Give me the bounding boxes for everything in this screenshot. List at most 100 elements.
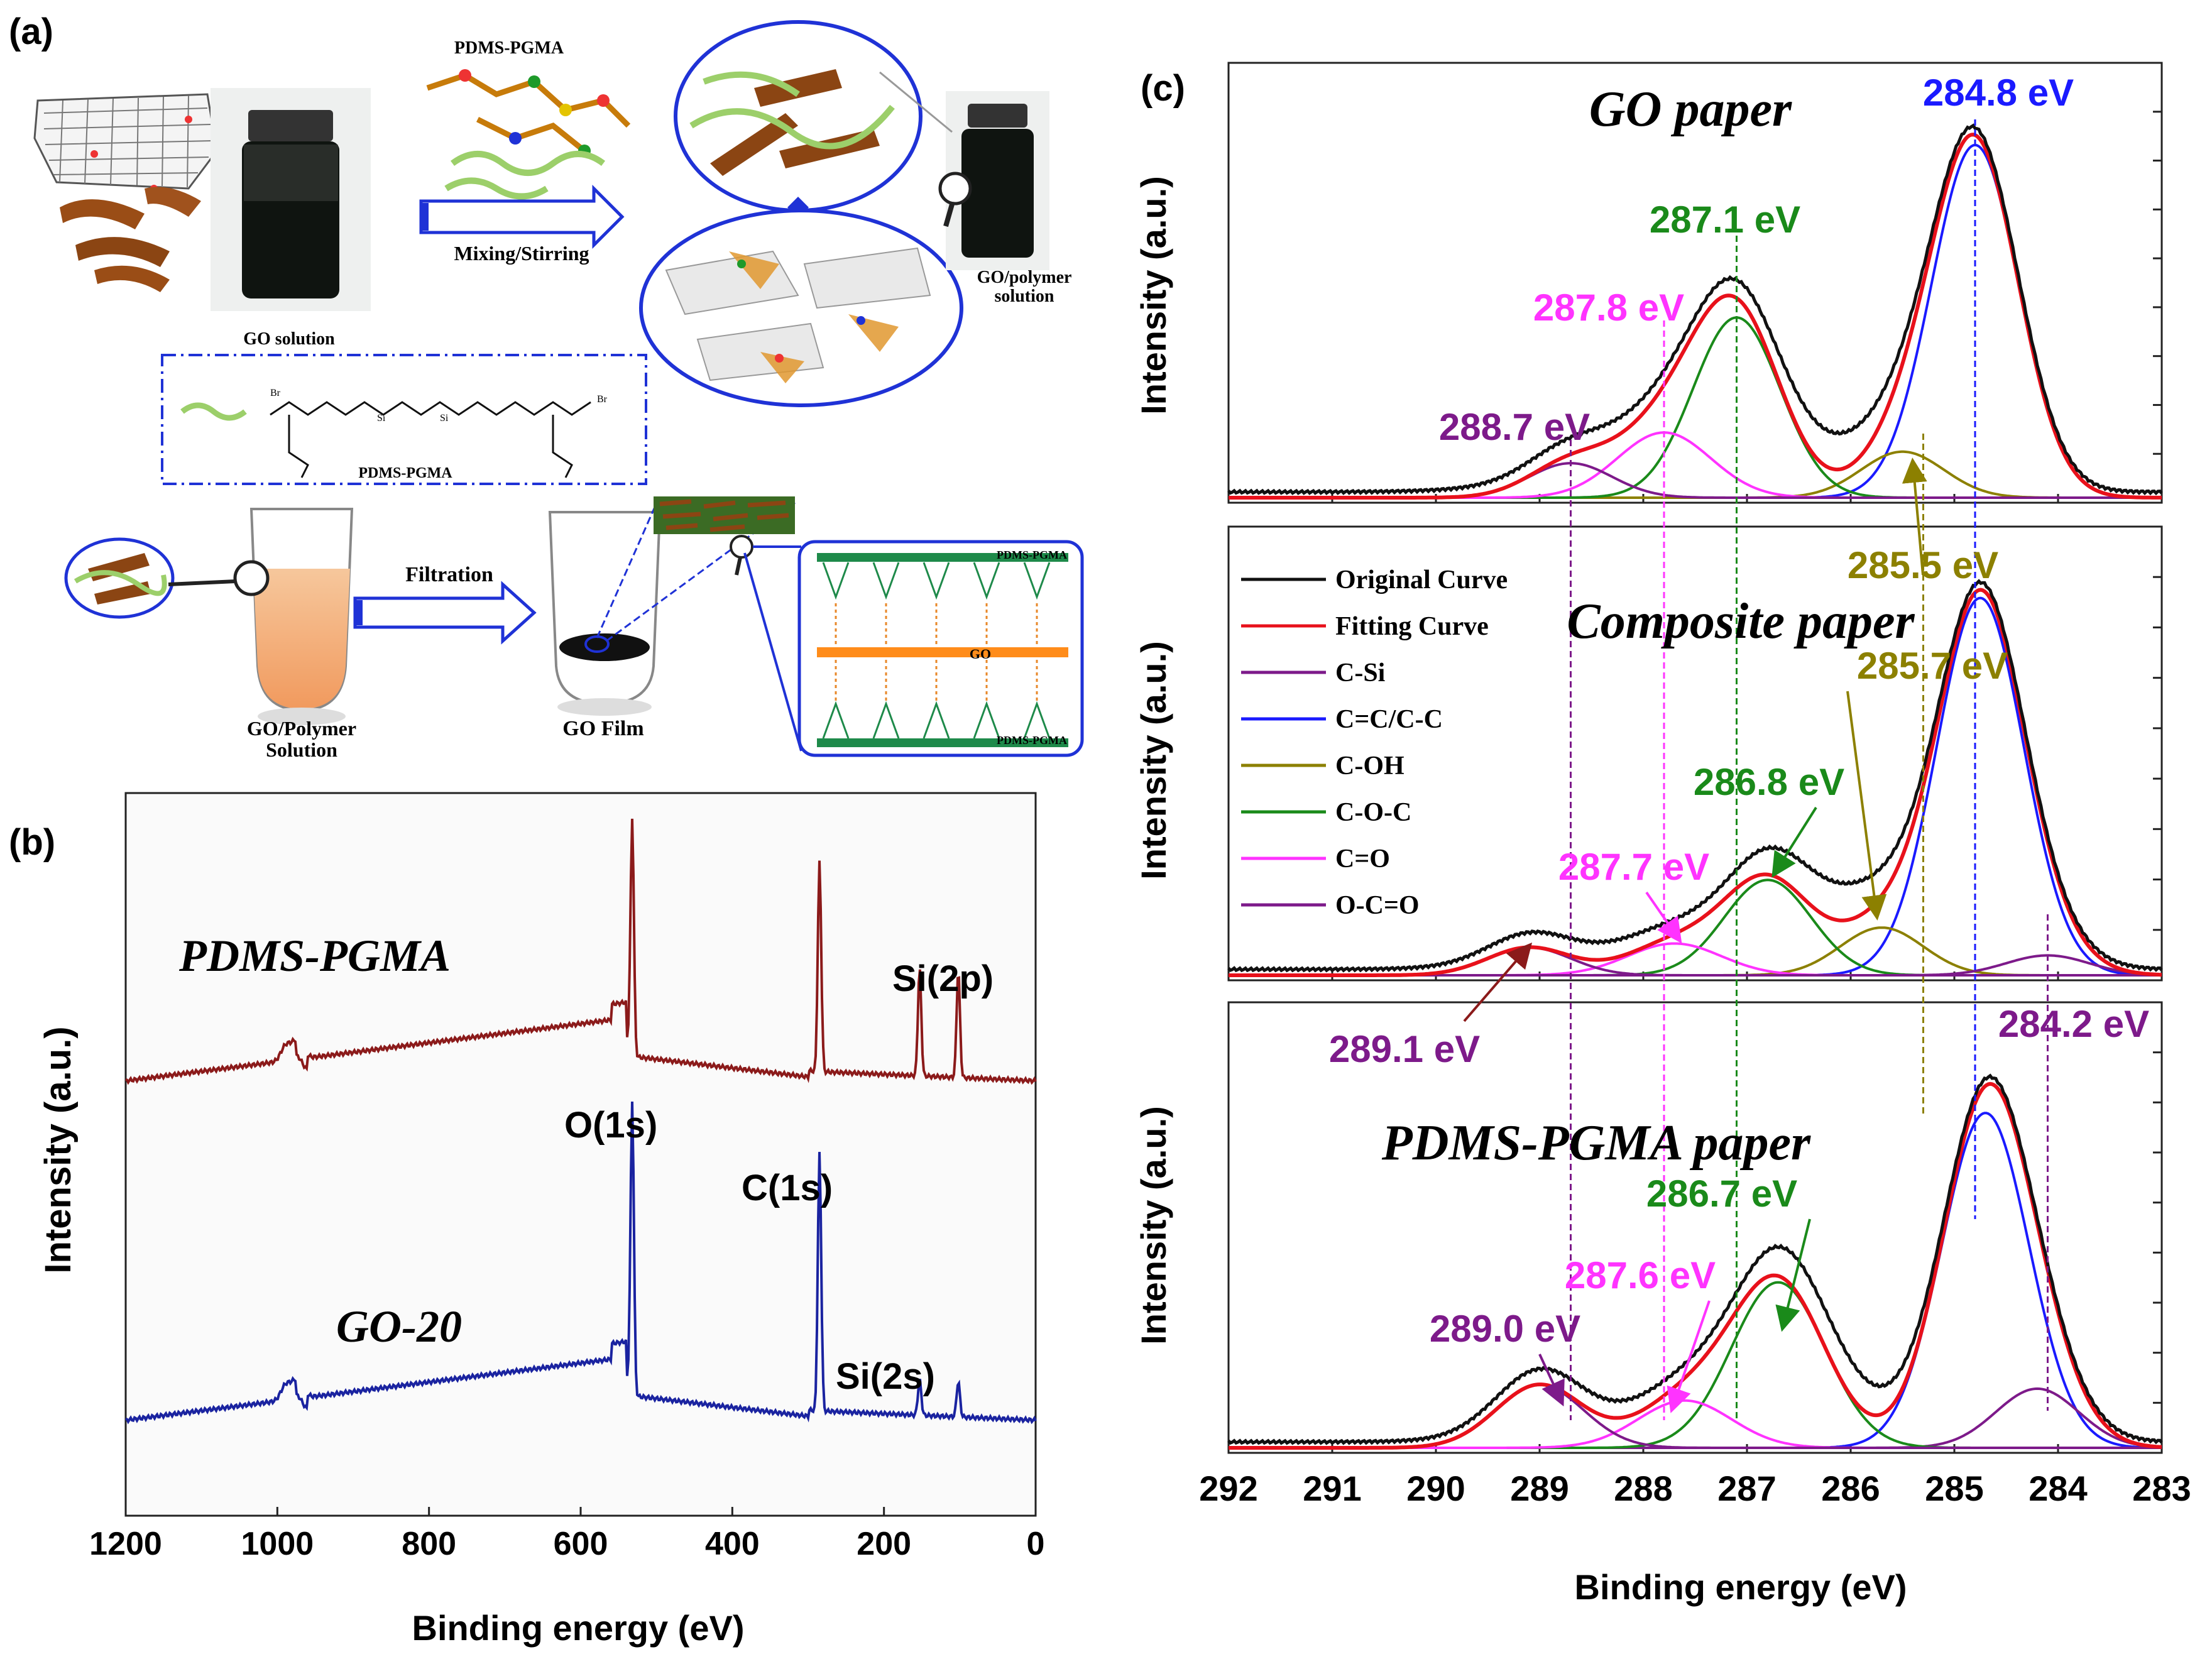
- component-curve-c-si: [1229, 1387, 2162, 1449]
- c1s-spectrum-chart: 292 291 290 289 288 287 286 285 284 283 GO paper …: [1134, 62, 2191, 1607]
- subplot-title-composite-paper: Composite paper: [1567, 594, 1915, 649]
- chart-c-xtick-label: 291: [1303, 1469, 1361, 1508]
- chart-b-xlabel: Binding energy (eV): [412, 1608, 745, 1648]
- svg-text:Si: Si: [440, 413, 449, 424]
- zoom-line: [879, 71, 953, 133]
- schematic-panel: GO solution PDMS-PGMA Mixing/Stirring: [33, 20, 1084, 761]
- component-curve-c-o-c: [1229, 316, 2162, 499]
- fitting-curve: [1229, 588, 2162, 977]
- go-film-label: GO Film: [562, 717, 643, 740]
- fitting-curve: [1229, 1081, 2162, 1450]
- subplot-title-pdms-pgma-paper: PDMS-PGMA paper: [1381, 1115, 1811, 1171]
- chart-c-legend: Original Curve Fitting Curve C-Si C=C/C-C C-…: [1241, 566, 1508, 920]
- arrow-286-7: [1775, 1218, 1811, 1332]
- peak-label-pp-289-1: 289.1 eV: [1329, 1028, 1480, 1070]
- chart-c-xtick-label: 285: [1925, 1469, 1983, 1508]
- peak-label-comp-286-8: 286.8 eV: [1694, 761, 1844, 803]
- arrow-289-1: [1463, 942, 1533, 1022]
- survey-spectrum-chart: 1200 1000 800 600 400 200 0 PDMS-PGMA GO-20 O(…: [38, 792, 1045, 1648]
- series-line-pdms-pgma: [125, 818, 1037, 1085]
- mixture-circle-bottom: [639, 209, 963, 407]
- legend-entry: C=O: [1335, 845, 1390, 873]
- polymer-structure-box: Br Br Si Si: [161, 354, 647, 485]
- chart-c-xtick-label: 287: [1717, 1469, 1776, 1508]
- chart-c-ylabel-top: Intensity (a.u.): [1134, 176, 1173, 415]
- legend-entry: C-OH: [1335, 752, 1404, 780]
- arrow-286-8: [1771, 806, 1817, 878]
- chart-c-subplot-frame: [1227, 1001, 2163, 1454]
- panel-label-a: (a): [9, 11, 53, 52]
- peak-label-comp-287-7: 287.7 eV: [1558, 846, 1709, 888]
- gopolymer-solution-vial: [938, 91, 1049, 270]
- chart-c-xtick-label: 289: [1510, 1469, 1569, 1508]
- peak-label-go-287-8: 287.8 eV: [1533, 287, 1684, 329]
- chart-c-xtick-label: 284: [2029, 1469, 2087, 1508]
- chart-c-xtick-label: 286: [1821, 1469, 1880, 1508]
- panel-label-c: (c): [1141, 68, 1185, 109]
- original-curve: [1227, 579, 2163, 973]
- legend-entry: C=C/C-C: [1335, 705, 1443, 734]
- gopolymer-solution-label-1: GO/polymer: [977, 268, 1072, 287]
- chart-c-subplot-frame: [1227, 62, 2163, 504]
- chart-c-xtick-label: 288: [1614, 1469, 1672, 1508]
- arrow-285-5: [1902, 457, 1927, 576]
- legend-entry: C-O-C: [1335, 798, 1411, 827]
- chart-b-xtick-label: 600: [554, 1526, 608, 1562]
- panel-label-b: (b): [9, 822, 55, 863]
- original-curve: [1227, 1073, 2163, 1445]
- legend-entry: Fitting Curve: [1335, 612, 1489, 641]
- subplot-title-go-paper: GO paper: [1589, 82, 1792, 137]
- annotation-si2s: Si(2s): [836, 1356, 935, 1397]
- filtration-label: Filtration: [405, 563, 493, 586]
- mixing-label: Mixing/Stirring: [454, 242, 589, 265]
- peak-label-go-284-8: 284.8 eV: [1923, 72, 2074, 114]
- arrow-287-6: [1667, 1300, 1711, 1413]
- structure-label: PDMS-PGMA: [358, 465, 452, 481]
- chart-b-xtick-label: 1000: [241, 1526, 314, 1562]
- arrow-287-7: [1645, 891, 1682, 944]
- chart-c-xlabel: Binding energy (eV): [1575, 1567, 1907, 1607]
- chart-c-ylabel-mid: Intensity (a.u.): [1134, 641, 1173, 880]
- arrow-289-0: [1538, 1354, 1565, 1407]
- legend-entry: O-C=O: [1335, 891, 1420, 920]
- filtration-arrow: [353, 581, 537, 645]
- original-curve: [1227, 123, 2163, 496]
- annotation-go-20: GO-20: [336, 1301, 462, 1352]
- arrow-285-7: [1846, 691, 1887, 921]
- annotation-o1s: O(1s): [564, 1105, 657, 1146]
- film-strip: [654, 496, 802, 752]
- component-curve-c-o: [1229, 431, 2162, 499]
- beaker-right: [548, 501, 796, 716]
- polymer-name-label: PDMS-PGMA: [454, 38, 564, 58]
- chart-c-xtick-label: 292: [1199, 1469, 1257, 1508]
- chart-c-xtick-label: 290: [1406, 1469, 1465, 1508]
- gopolymer-solution-label-2: solution: [995, 287, 1054, 306]
- annotation-pdms-pgma: PDMS-PGMA: [178, 931, 451, 981]
- beaker-left: [249, 508, 354, 725]
- layer-top-label: PDMS-PGMA: [997, 549, 1067, 561]
- mixture-circle-small: [64, 537, 270, 619]
- peak-label-comp-285-7: 285.7 eV: [1857, 645, 2008, 687]
- layer-mid-label: GO: [970, 646, 991, 662]
- chart-b-xtick-label: 400: [705, 1526, 760, 1562]
- peak-label-pp-287-6: 287.6 eV: [1565, 1254, 1716, 1296]
- chart-b-xtick-label: 800: [402, 1526, 456, 1562]
- chart-b-ylabel: Intensity (a.u.): [38, 1026, 79, 1273]
- annotation-c1s: C(1s): [742, 1168, 833, 1208]
- chart-c-subplot-frame: [1227, 525, 2163, 982]
- svg-text:Br: Br: [270, 388, 281, 398]
- chart-b-xtick-label: 0: [1027, 1526, 1045, 1562]
- chart-b-frame: [124, 792, 1037, 1517]
- svg-text:Si: Si: [377, 413, 386, 424]
- svg-text:Br: Br: [597, 394, 608, 405]
- go-lattice-illustration: [33, 93, 218, 192]
- annotation-si2p: Si(2p): [892, 958, 994, 999]
- polymer-molecule-illustration: [426, 69, 631, 200]
- component-curve-c-si: [1229, 954, 2162, 977]
- layer-bottom-label: PDMS-PGMA: [997, 734, 1067, 747]
- peak-label-pp-289-0: 289.0 eV: [1430, 1308, 1580, 1350]
- mixture-circle-top: [674, 20, 923, 212]
- chart-c-ylabel-bottom: Intensity (a.u.): [1134, 1106, 1173, 1345]
- go-solution-vial: [211, 88, 371, 311]
